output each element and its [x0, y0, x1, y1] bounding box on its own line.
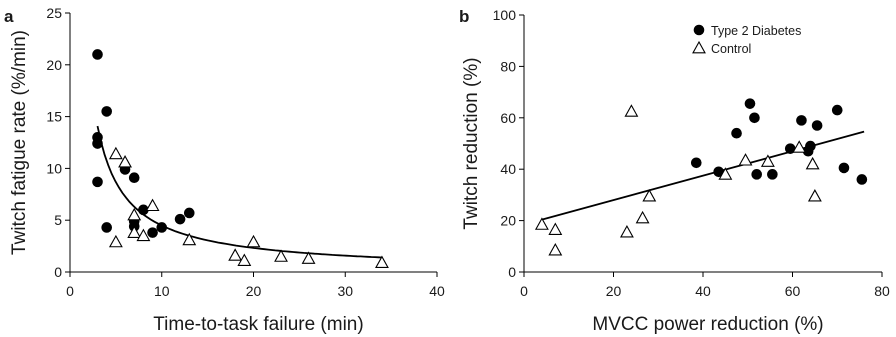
x-tick-label: 0	[520, 283, 528, 299]
y-axis-title: Twitch fatigue rate (%/min)	[9, 30, 30, 255]
diabetes-point	[796, 115, 807, 126]
control-point	[237, 253, 252, 266]
control-point	[807, 189, 822, 202]
diabetes-point	[138, 204, 149, 216]
x-tick-label: 0	[66, 283, 74, 299]
diabetes-point	[128, 172, 140, 184]
control-point	[624, 104, 639, 117]
diabetes-point	[183, 207, 195, 219]
control-point	[792, 140, 807, 153]
control-point	[108, 146, 123, 160]
y-tick-label: 0	[508, 264, 516, 280]
diabetes-point	[751, 169, 762, 180]
panel-label: a	[4, 7, 14, 26]
x-axis-title: MVCC power reduction (%)	[592, 314, 823, 335]
x-tick-label: 40	[429, 283, 445, 299]
x-tick-label: 20	[606, 283, 622, 299]
control-point	[145, 198, 160, 212]
control-point	[127, 207, 142, 221]
y-tick-label: 20	[46, 57, 62, 73]
y-tick-label: 20	[500, 213, 516, 229]
y-tick-label: 40	[500, 161, 516, 177]
diabetes-point	[784, 143, 796, 154]
control-point	[548, 222, 563, 235]
x-tick-label: 60	[785, 283, 801, 299]
diabetes-point	[767, 169, 778, 180]
diabetes-point	[749, 112, 760, 124]
diabetes-point	[92, 176, 103, 188]
diabetes-point	[744, 98, 756, 109]
control-point	[619, 225, 634, 238]
control-point	[246, 234, 261, 248]
control-point	[738, 153, 753, 166]
diabetes-point	[713, 166, 724, 178]
diabetes-point	[856, 174, 868, 185]
diabetes-point	[101, 222, 112, 233]
y-tick-label: 80	[500, 58, 516, 74]
control-point	[182, 232, 197, 246]
y-axis-title: Twitch reduction (%)	[461, 57, 482, 229]
y-tick-label: 25	[46, 5, 62, 21]
legend-label: Control	[711, 42, 751, 56]
x-tick-label: 40	[695, 283, 711, 299]
legend-label: Type 2 Diabetes	[711, 24, 801, 38]
diabetes-point	[690, 157, 702, 169]
control-point	[228, 248, 243, 261]
panel-label: b	[459, 7, 469, 26]
y-tick-label: 15	[46, 109, 62, 125]
diabetes-point	[92, 49, 103, 60]
y-tick-label: 60	[500, 110, 516, 126]
control-point	[375, 255, 389, 269]
control-point	[805, 156, 820, 170]
x-tick-label: 30	[337, 283, 353, 299]
y-tick-label: 0	[54, 264, 62, 280]
panel-a: a 0 5 10 15 20 25 0 10 20 30 40 Time-to-task failure…	[4, 5, 445, 335]
y-tick-label: 100	[493, 7, 517, 23]
control-point	[136, 228, 151, 242]
x-axis-title: Time-to-task failure (min)	[153, 314, 363, 335]
diabetes-point	[838, 162, 850, 174]
x-tick-label: 80	[874, 283, 890, 299]
control-point	[642, 189, 657, 202]
control-point	[534, 217, 549, 230]
fit-curve	[96, 125, 382, 259]
diabetes-point	[805, 140, 816, 152]
diabetes-point	[831, 104, 843, 116]
legend-marker-control	[692, 40, 706, 54]
diabetes-point	[174, 213, 186, 225]
control-point	[718, 167, 733, 180]
diabetes-point	[101, 106, 112, 117]
control-point	[108, 234, 123, 248]
x-tick-label: 10	[154, 283, 170, 299]
control-point	[301, 251, 316, 264]
diabetes-point	[92, 138, 103, 149]
legend: Type 2 Diabetes Control	[692, 24, 801, 56]
diabetes-point	[731, 127, 742, 139]
x-tick-label: 20	[246, 283, 262, 299]
control-point	[760, 154, 775, 167]
panel-b: b 0 20 40 60 80 100 0 20 40 60 80 MVCC power reducti…	[459, 7, 890, 335]
diabetes-point	[147, 227, 158, 238]
fit-line	[541, 130, 865, 221]
control-point	[548, 243, 563, 256]
y-tick-label: 10	[46, 160, 62, 176]
control-point	[274, 249, 288, 262]
diabetes-point	[156, 222, 168, 233]
y-tick-label: 5	[54, 212, 62, 228]
control-point	[635, 210, 650, 224]
diabetes-point	[811, 120, 823, 131]
control-point	[118, 155, 132, 168]
control-point	[127, 225, 142, 238]
legend-marker-diabetes	[693, 24, 705, 36]
